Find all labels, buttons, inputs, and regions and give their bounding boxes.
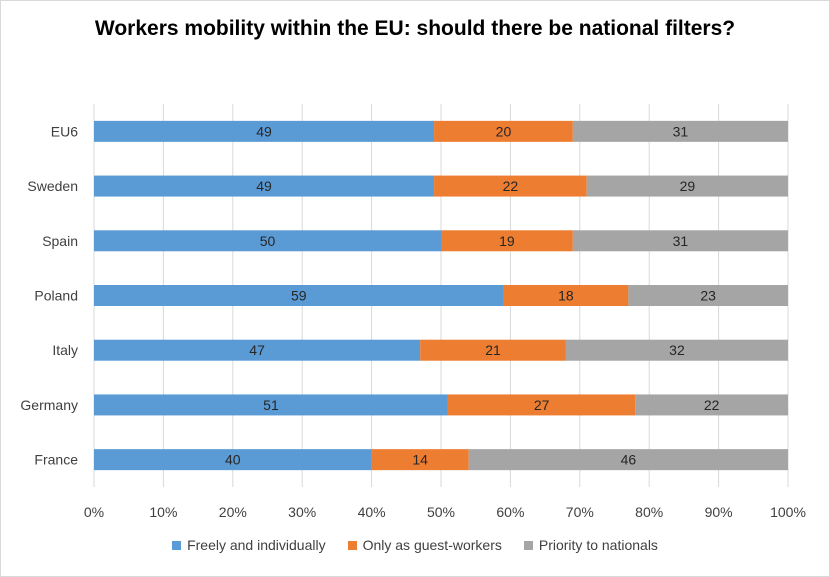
bar-segment <box>572 230 788 252</box>
bar-segment <box>572 120 788 142</box>
x-tick-label: 60% <box>496 504 524 520</box>
bar-segment <box>586 175 788 197</box>
data-label: 50 <box>260 233 276 249</box>
legend-item-guest-workers: Only as guest-workers <box>347 537 502 553</box>
x-tick-label: 80% <box>635 504 663 520</box>
data-label: 20 <box>496 123 512 139</box>
bar-segment <box>434 120 573 142</box>
data-label: 22 <box>704 397 720 413</box>
data-label: 19 <box>499 233 515 249</box>
data-label: 59 <box>291 288 307 304</box>
bar-segment <box>468 449 788 471</box>
category-label: Poland <box>34 288 78 304</box>
category-label: Spain <box>42 233 78 249</box>
data-label: 31 <box>673 233 689 249</box>
data-label: 47 <box>249 342 265 358</box>
legend-swatch-priority-nationals <box>523 540 533 550</box>
x-tick-label: 30% <box>288 504 316 520</box>
data-label: 22 <box>503 178 519 194</box>
bar-segment <box>94 449 372 471</box>
chart-title: Workers mobility within the EU: should t… <box>94 17 736 40</box>
legend-label-freely: Freely and individually <box>187 537 326 553</box>
chart-legend: Freely and individually Only as guest-wo… <box>0 537 830 553</box>
legend-label-priority-nationals: Priority to nationals <box>538 537 658 553</box>
x-tick-label: 70% <box>566 504 594 520</box>
bar-segment <box>94 120 435 142</box>
bar-segment <box>371 449 469 471</box>
legend-item-freely: Freely and individually <box>172 537 326 553</box>
data-label: 23 <box>700 288 716 304</box>
data-label: 29 <box>680 178 696 194</box>
x-tick-label: 0% <box>84 504 104 520</box>
x-tick-label: 100% <box>770 504 806 520</box>
bar-segment <box>635 394 788 416</box>
data-label: 49 <box>256 123 272 139</box>
category-label: Germany <box>20 397 78 413</box>
data-label: 14 <box>412 452 428 468</box>
bar-segment <box>94 230 441 252</box>
x-tick-label: 20% <box>219 504 247 520</box>
data-label: 18 <box>558 288 574 304</box>
legend-swatch-freely <box>172 540 182 550</box>
category-label: Italy <box>52 342 78 358</box>
x-tick-label: 90% <box>705 504 733 520</box>
data-label: 32 <box>669 342 685 358</box>
data-label: 46 <box>621 452 637 468</box>
bar-segment <box>94 394 448 416</box>
data-label: 49 <box>256 178 272 194</box>
data-label: 21 <box>485 342 501 358</box>
bar-segment <box>628 285 788 306</box>
legend-label-guest-workers: Only as guest-workers <box>362 537 502 553</box>
data-label: 31 <box>673 123 689 139</box>
category-label: France <box>34 452 78 468</box>
bar-segment <box>420 339 566 361</box>
bar-segment <box>434 175 587 197</box>
data-label: 27 <box>534 397 550 413</box>
category-label: EU6 <box>51 123 78 139</box>
bar-segment <box>503 285 629 306</box>
category-label: Sweden <box>27 178 78 194</box>
x-tick-label: 50% <box>427 504 455 520</box>
data-label: 51 <box>263 397 279 413</box>
bar-segment <box>447 394 636 416</box>
bar-segment <box>441 230 573 252</box>
x-tick-label: 10% <box>149 504 177 520</box>
bar-segment <box>94 175 435 197</box>
legend-item-priority-nationals: Priority to nationals <box>523 537 658 553</box>
data-label: 40 <box>225 452 241 468</box>
legend-swatch-guest-workers <box>347 540 357 550</box>
bar-segment <box>94 339 421 361</box>
bar-segment <box>565 339 788 361</box>
x-tick-label: 40% <box>358 504 386 520</box>
bar-segment <box>94 285 504 306</box>
